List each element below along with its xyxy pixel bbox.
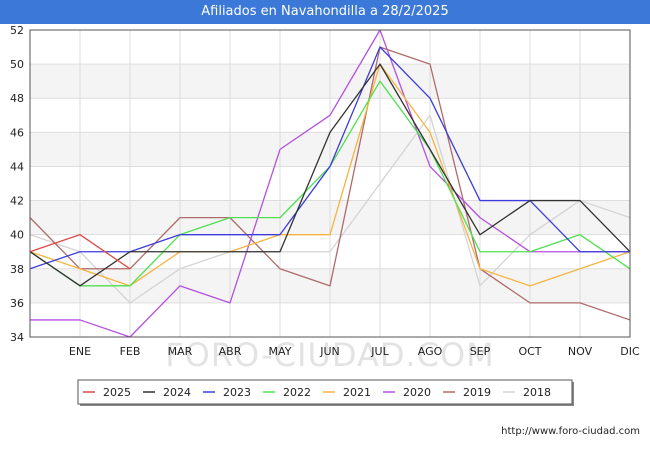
x-tick-label: OCT [518, 345, 541, 358]
legend-label-2023: 2023 [223, 386, 251, 399]
title-bar [0, 0, 650, 24]
series-line-2025 [29, 234, 131, 270]
x-tick-label: MAY [269, 345, 292, 358]
x-tick-label: ABR [219, 345, 242, 358]
y-tick-label: 50 [10, 58, 24, 71]
y-tick-label: 46 [10, 126, 24, 139]
legend-label-2024: 2024 [163, 386, 191, 399]
legend-label-2022: 2022 [283, 386, 311, 399]
y-tick-label: 52 [10, 24, 24, 37]
x-tick-label: MAR [168, 345, 193, 358]
series-line-2018 [29, 114, 631, 304]
y-tick-label: 42 [10, 195, 24, 208]
y-tick-label: 48 [10, 92, 24, 105]
series-line-2024 [29, 63, 631, 287]
x-tick-label: FEB [120, 345, 141, 358]
y-tick-label: 44 [10, 160, 24, 173]
legend-label-2025: 2025 [103, 386, 131, 399]
legend: 2025 2024 2023 2022 2021 2020 2019 2018 [77, 379, 574, 406]
legend-label-2019: 2019 [463, 386, 491, 399]
chart-title: Afiliados en Navahondilla a 28/2/2025 [201, 4, 449, 19]
legend-label-2018: 2018 [523, 386, 551, 399]
y-tick-label: 38 [10, 263, 24, 276]
watermark: FORO-CIUDAD.COM [165, 336, 495, 374]
x-tick-label: ENE [69, 345, 91, 358]
x-tick-label: JUL [370, 345, 389, 358]
x-tick-label: JUN [319, 345, 340, 358]
y-tick-label: 40 [10, 229, 24, 242]
plot-frame [29, 29, 631, 338]
x-tick-label: DIC [620, 345, 640, 358]
x-tick-label: AGO [418, 345, 443, 358]
legend-label-2021: 2021 [343, 386, 371, 399]
y-tick-label: 34 [10, 331, 24, 344]
x-tick-label: SEP [470, 345, 491, 358]
x-tick-label: NOV [568, 345, 593, 358]
y-axis-ticks: 34 36 38 40 42 44 46 48 50 52 [10, 24, 24, 344]
source-text: http://www.foro-ciudad.com [501, 426, 640, 437]
x-axis-ticks: ENE FEB MAR ABR MAY JUN JUL AGO SEP OCT NOV DIC [69, 345, 640, 358]
legend-label-2020: 2020 [403, 386, 431, 399]
y-tick-label: 36 [10, 297, 24, 310]
